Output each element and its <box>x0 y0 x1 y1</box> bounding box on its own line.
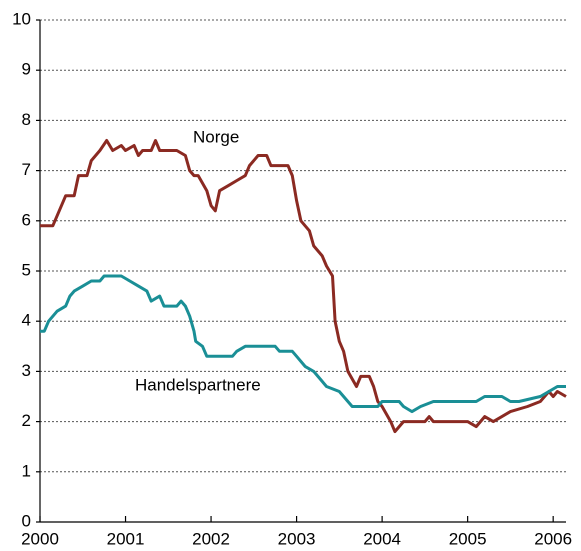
x-tick-label: 2000 <box>21 529 59 548</box>
x-tick-label: 2002 <box>192 529 230 548</box>
y-tick-label: 0 <box>22 511 31 530</box>
series-label: Norge <box>193 127 239 146</box>
y-tick-label: 10 <box>12 9 31 28</box>
y-tick-label: 8 <box>22 110 31 129</box>
x-tick-label: 2001 <box>107 529 145 548</box>
x-tick-label: 2003 <box>278 529 316 548</box>
x-tick-label: 2004 <box>363 529 401 548</box>
y-tick-label: 1 <box>22 461 31 480</box>
y-tick-label: 9 <box>22 60 31 79</box>
x-tick-label: 2005 <box>449 529 487 548</box>
y-tick-label: 3 <box>22 361 31 380</box>
y-tick-label: 4 <box>22 311 31 330</box>
y-tick-label: 2 <box>22 411 31 430</box>
series-label: Handelspartnere <box>135 375 261 394</box>
y-tick-label: 5 <box>22 260 31 279</box>
series-line <box>40 139 567 434</box>
x-tick-label: 2006 <box>534 529 572 548</box>
series-line <box>40 274 566 414</box>
y-tick-label: 6 <box>22 210 31 229</box>
y-tick-label: 7 <box>22 160 31 179</box>
